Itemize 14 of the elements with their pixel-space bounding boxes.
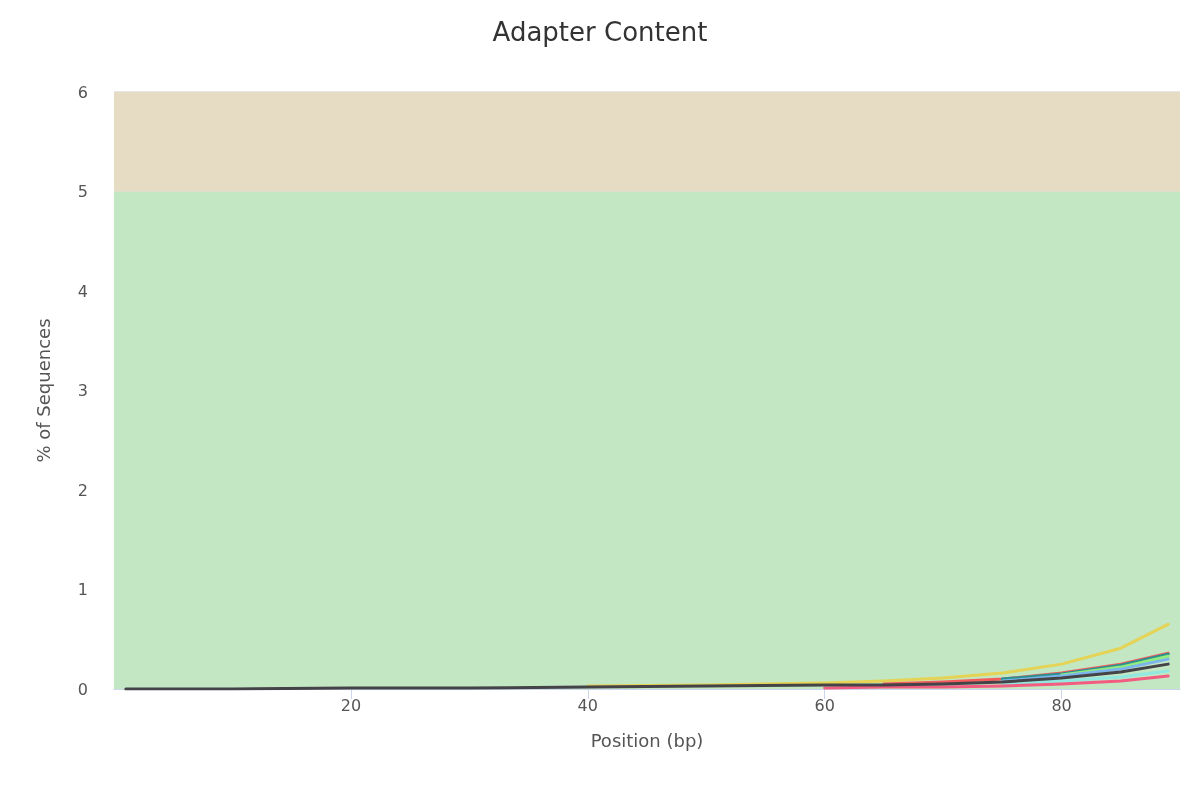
- y-tick-label: 1: [77, 580, 88, 599]
- x-tick-label: 40: [577, 695, 598, 715]
- y-tick-label: 5: [77, 182, 88, 201]
- x-tick-label: 60: [814, 695, 835, 715]
- x-tick-label: 80: [1051, 695, 1072, 715]
- chart-title: Adapter Content: [492, 17, 708, 47]
- x-tick-label: 20: [340, 695, 362, 715]
- y-tick-label: 2: [77, 480, 88, 500]
- x-axis-title: Position (bp): [590, 729, 704, 751]
- y-tick-label: 3: [77, 381, 88, 400]
- y-tick-label: 4: [77, 281, 88, 301]
- y-tick-label: 6: [77, 82, 88, 102]
- y-tick-label: 0: [77, 679, 88, 699]
- y-axis-title: % of Sequences: [32, 318, 54, 463]
